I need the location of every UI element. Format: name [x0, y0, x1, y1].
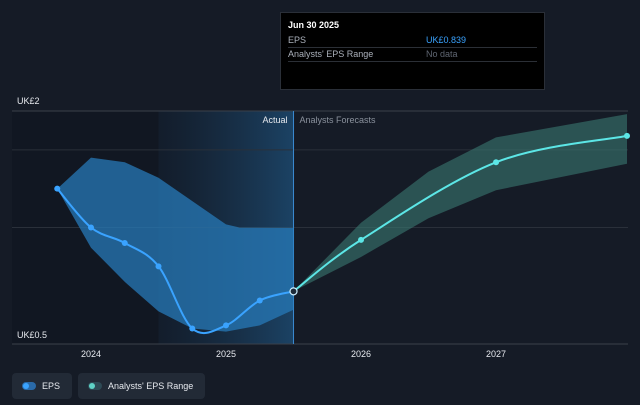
legend-eps-label: EPS: [42, 381, 61, 391]
actual-eps-point-0[interactable]: [54, 185, 61, 192]
tooltip-row-eps: EPS UK£0.839: [288, 33, 537, 48]
x-tick-2027: 2027: [486, 349, 506, 359]
tooltip-eps-label: EPS: [288, 35, 307, 45]
x-tick-2026: 2026: [351, 349, 371, 359]
y-axis-top-label: UK£2: [17, 96, 40, 106]
range-swatch-icon: [88, 382, 103, 390]
x-tick-2024: 2024: [81, 349, 101, 359]
x-tick-2025: 2025: [216, 349, 236, 359]
legend-item-range[interactable]: Analysts' EPS Range: [78, 373, 206, 399]
legend-range-label: Analysts' EPS Range: [108, 381, 194, 391]
y-axis-bottom-label: UK£0.5: [17, 330, 47, 340]
chart-points: [54, 132, 630, 332]
forecast-eps-line: [292, 134, 628, 293]
eps-swatch-icon: [22, 382, 36, 390]
tooltip-date: Jun 30 2025: [288, 20, 340, 30]
actual-eps-point-2[interactable]: [121, 240, 128, 247]
actual-eps-point-1[interactable]: [88, 224, 95, 231]
chart-labels: UK£2 UK£0.5 Actual Analysts Forecasts 2024 20…: [17, 96, 506, 359]
forecast-eps-point-2[interactable]: [493, 159, 500, 166]
tooltip-eps-value: UK£0.839: [426, 35, 467, 45]
actual-eps-point-7[interactable]: [289, 287, 298, 296]
legend-item-eps[interactable]: EPS: [12, 373, 73, 399]
actual-region-label: Actual: [263, 115, 288, 125]
chart-lines: [56, 134, 628, 335]
actual-eps-point-4[interactable]: [189, 325, 196, 332]
tooltip-row-range: Analysts' EPS Range No data: [288, 47, 537, 62]
tooltip-range-label: Analysts' EPS Range: [288, 49, 374, 59]
hover-tooltip: Jun 30 2025 EPS UK£0.839 Analysts' EPS R…: [280, 12, 545, 90]
chart-legend: EPS Analysts' EPS Range: [12, 373, 206, 399]
forecast-eps-point-3[interactable]: [624, 132, 630, 139]
actual-eps-range-band: [57, 157, 294, 332]
chart-bands: [57, 114, 627, 332]
actual-eps-line: [56, 188, 294, 335]
actual-eps-point-3[interactable]: [155, 263, 162, 270]
tooltip-range-value: No data: [426, 49, 458, 59]
forecast-eps-point-1[interactable]: [358, 236, 365, 243]
forecast-region-label: Analysts Forecasts: [300, 115, 377, 125]
forecast-eps-range-band: [293, 114, 627, 292]
actual-eps-point-5[interactable]: [223, 322, 230, 329]
actual-eps-point-6[interactable]: [256, 297, 263, 304]
